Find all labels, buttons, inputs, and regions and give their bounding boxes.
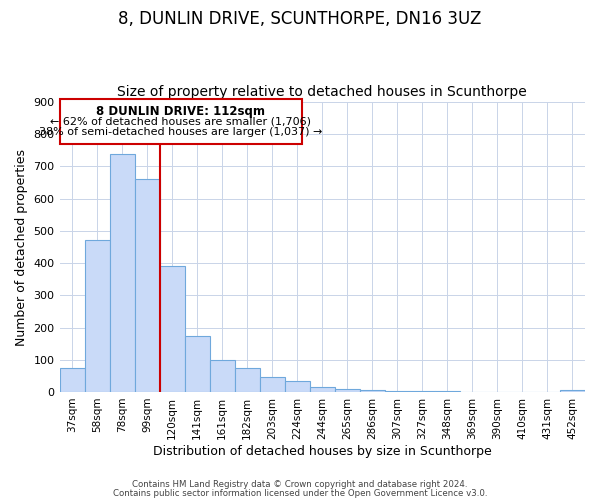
Bar [310, 387, 335, 392]
Bar [260, 377, 285, 392]
Bar [285, 382, 310, 392]
Bar [235, 368, 260, 392]
Bar [134, 180, 160, 392]
Text: 38% of semi-detached houses are larger (1,037) →: 38% of semi-detached houses are larger (… [39, 126, 323, 136]
Bar [59, 99, 302, 144]
Bar [385, 391, 410, 392]
Text: Contains HM Land Registry data © Crown copyright and database right 2024.: Contains HM Land Registry data © Crown c… [132, 480, 468, 489]
Bar [85, 240, 110, 392]
Bar [335, 388, 360, 392]
Text: Contains public sector information licensed under the Open Government Licence v3: Contains public sector information licen… [113, 488, 487, 498]
Text: 8, DUNLIN DRIVE, SCUNTHORPE, DN16 3UZ: 8, DUNLIN DRIVE, SCUNTHORPE, DN16 3UZ [118, 10, 482, 28]
Text: 8 DUNLIN DRIVE: 112sqm: 8 DUNLIN DRIVE: 112sqm [97, 104, 265, 118]
Bar [110, 154, 134, 392]
Text: ← 62% of detached houses are smaller (1,706): ← 62% of detached houses are smaller (1,… [50, 116, 311, 126]
Y-axis label: Number of detached properties: Number of detached properties [15, 148, 28, 346]
Bar [560, 390, 585, 392]
Bar [209, 360, 235, 392]
Bar [185, 336, 209, 392]
Bar [360, 390, 385, 392]
Title: Size of property relative to detached houses in Scunthorpe: Size of property relative to detached ho… [118, 86, 527, 100]
X-axis label: Distribution of detached houses by size in Scunthorpe: Distribution of detached houses by size … [153, 444, 491, 458]
Bar [59, 368, 85, 392]
Bar [160, 266, 185, 392]
